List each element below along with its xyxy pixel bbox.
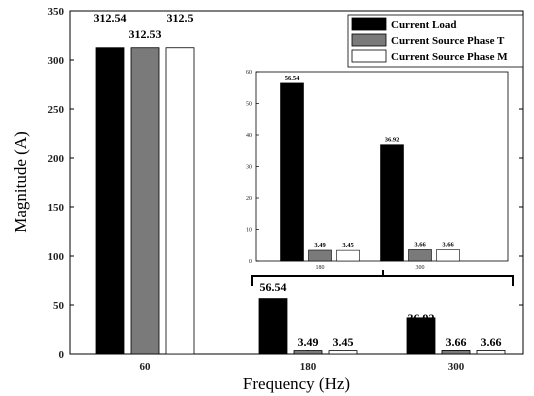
inset-data-label: 3.66 [414,241,426,248]
inset-bar-current-load-300 [380,144,404,262]
y-tick-label: 250 [48,104,65,116]
y-axis-label: Magnitude (A) [11,131,30,233]
inset-x-tick-label: 180 [316,265,325,271]
y-tick-label: 350 [48,6,65,18]
data-label: 36.92 [408,311,435,325]
y-tick-label: 300 [48,55,65,67]
inset-y-tick-label: 50 [246,102,252,108]
inset-y-tick-label: 10 [246,228,252,234]
inset-y-tick-label: 40 [246,133,252,139]
data-label: 56.54 [260,280,287,294]
legend-swatch [351,49,387,63]
x-tick-label: 300 [448,361,465,373]
inset-data-label: 3.66 [442,241,454,248]
legend-label: Current Source Phase M [391,51,508,63]
inset-y-tick-label: 20 [246,196,252,202]
inset-bar-current-load-180 [280,82,304,262]
inset-data-label: 3.45 [342,242,354,249]
bar-current-load-180 [258,298,288,355]
bar-current-source-phase-t-180 [293,350,323,355]
data-label: 312.5 [167,11,194,25]
bar-current-source-phase-t-300 [441,350,471,355]
zoom-bracket [251,275,514,286]
legend-label: Current Load [391,19,457,31]
bar-current-load-300 [406,317,436,355]
x-tick-label: 180 [300,361,317,373]
inset-y-tick-label: 30 [246,165,252,171]
legend-swatch [351,33,387,47]
data-label: 312.54 [94,11,127,25]
inset-bar-current-source-phase-t-300 [408,249,432,262]
inset-data-label: 3.49 [314,242,326,249]
inset-bar-current-source-phase-t-180 [308,249,332,262]
inset-data-label: 36.92 [385,137,400,144]
bar-current-source-phase-t-60 [130,47,160,355]
inset-y-tick-label: 0 [249,259,252,265]
inset-data-label: 56.54 [285,75,300,82]
data-label: 3.49 [298,335,319,349]
y-tick-label: 200 [48,153,65,165]
y-tick-label: 150 [48,202,65,214]
legend-label: Current Source Phase T [391,35,505,47]
inset-y-tick-label: 60 [246,70,252,76]
y-tick-label: 0 [59,349,65,361]
bar-current-source-phase-m-300 [476,350,506,355]
bar-current-source-phase-m-60 [165,47,195,355]
bar-current-load-60 [95,47,125,355]
data-label: 312.53 [129,27,162,41]
inset-x-tick-label: 300 [416,265,425,271]
y-tick-label: 100 [48,251,65,263]
inset-bar-current-source-phase-m-300 [436,249,460,262]
x-axis-label: Frequency (Hz) [243,374,350,393]
inset-bar-current-source-phase-m-180 [336,249,360,262]
data-label: 3.45 [333,335,354,349]
data-label: 3.66 [446,335,467,349]
bar-current-source-phase-m-180 [328,350,358,355]
legend-swatch [351,17,387,31]
y-tick-label: 50 [53,300,65,312]
x-tick-label: 60 [140,361,152,373]
data-label: 3.66 [481,335,502,349]
